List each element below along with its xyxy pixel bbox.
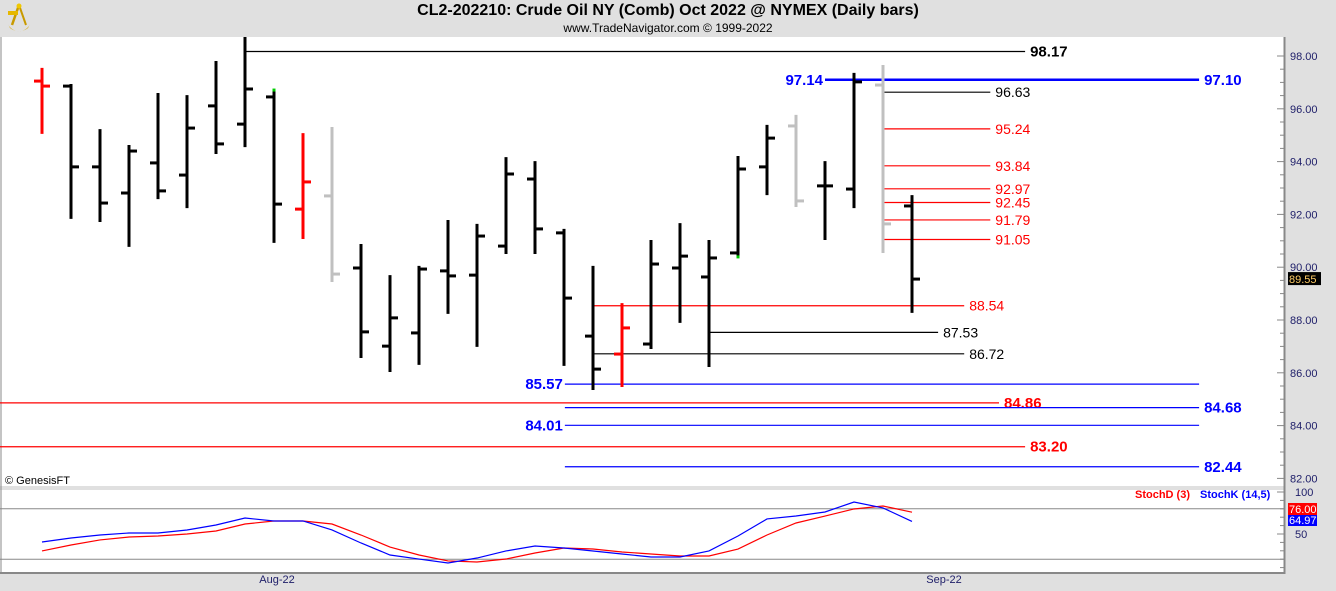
ohlc-bar: [440, 219, 456, 314]
level-label: 82.44: [1204, 459, 1242, 476]
ohlc-bar: [92, 129, 108, 223]
price-axis-label: 88.00: [1290, 315, 1318, 327]
level-label: 95.24: [995, 121, 1030, 137]
level-label: 96.63: [995, 84, 1030, 100]
sextant-logo-icon: [4, 2, 34, 37]
level-label: 92.97: [995, 181, 1030, 197]
ohlc-bar: [121, 144, 137, 247]
ohlc-bar: [875, 64, 891, 253]
ohlc-bar: [585, 265, 601, 390]
level-label: 86.72: [969, 346, 1004, 362]
stoch-axis-label: 100: [1295, 487, 1313, 499]
stoch-axis-label: 50: [1295, 529, 1307, 541]
chart-title: CL2-202210: Crude Oil NY (Comb) Oct 2022…: [417, 2, 919, 19]
level-label: 87.53: [943, 324, 978, 340]
level-label: 91.05: [995, 231, 1030, 247]
stochd-value-badge: [1288, 503, 1317, 515]
ohlc-bar: [353, 243, 369, 359]
ohlc-bar: [237, 36, 253, 148]
level-label: 98.17: [1030, 44, 1068, 61]
ohlc-bar: [759, 124, 775, 196]
stoch-line-red: [41, 505, 913, 563]
stochk-legend: StochK (14,5): [1200, 489, 1271, 501]
level-label: 97.10: [1204, 72, 1242, 89]
price-axis-label: 98.00: [1290, 51, 1318, 63]
ohlc-bar: [904, 195, 920, 313]
stochk-value: 64.97: [1289, 515, 1317, 527]
level-label: 84.01: [525, 417, 563, 434]
ohlc-bar: [179, 95, 195, 209]
ohlc-bar: [469, 223, 485, 347]
level-label: 97.14: [785, 72, 823, 89]
level-label: 92.45: [995, 195, 1030, 211]
ohlc-bar: [614, 303, 630, 388]
last-price-label: 89.55: [1289, 274, 1317, 286]
ohlc-bar: [382, 275, 398, 373]
stochd-value: 76.00: [1289, 504, 1317, 516]
price-axis-label: 96.00: [1290, 104, 1318, 116]
stoch-line-blue: [41, 501, 913, 564]
ohlc-bar: [788, 114, 804, 208]
price-axis-label: 94.00: [1290, 157, 1318, 169]
level-label: 85.57: [525, 376, 563, 393]
level-label: 93.84: [995, 158, 1030, 174]
signal-marker: [272, 88, 276, 92]
stochd-legend: StochD (3): [1135, 489, 1190, 501]
date-axis-label: Aug-22: [259, 574, 294, 586]
ohlc-bar: [556, 228, 572, 366]
ohlc-bar: [208, 61, 224, 154]
panel-separator: [0, 486, 1284, 490]
price-axis-label: 82.00: [1290, 473, 1318, 485]
ohlc-bar: [34, 67, 50, 134]
ohlc-bar: [643, 240, 659, 350]
ohlc-bar: [701, 240, 717, 367]
price-axis-label: 92.00: [1290, 209, 1318, 221]
price-axis-label: 86.00: [1290, 368, 1318, 380]
level-label: 84.86: [1004, 395, 1042, 412]
ohlc-bar: [817, 161, 833, 241]
level-label: 84.68: [1204, 400, 1242, 417]
ohlc-bar: [411, 265, 427, 365]
ohlc-bar: [150, 92, 166, 200]
ohlc-bar: [266, 88, 282, 243]
price-axis-label: 84.00: [1290, 421, 1318, 433]
stoch-panel: [0, 490, 1284, 573]
signal-marker: [736, 255, 740, 259]
ohlc-bar: [672, 223, 688, 323]
date-axis-label: Sep-22: [926, 574, 961, 586]
stochk-value-badge: [1288, 515, 1317, 526]
price-panel: [0, 37, 1284, 487]
chart-subtitle: www.TradeNavigator.com © 1999-2022: [563, 21, 773, 35]
copyright-label: © GenesisFT: [5, 475, 70, 487]
level-label: 83.20: [1030, 439, 1068, 456]
last-price-badge: [1288, 272, 1321, 286]
ohlc-bar: [846, 72, 862, 209]
ohlc-bar: [730, 156, 746, 259]
ohlc-bar: [63, 83, 79, 219]
ohlc-bar: [324, 127, 340, 282]
ohlc-bar: [295, 133, 311, 239]
ohlc-bar: [498, 157, 514, 254]
level-label: 91.79: [995, 212, 1030, 228]
level-label: 88.54: [969, 298, 1004, 314]
ohlc-bar: [527, 161, 543, 254]
price-axis-label: 90.00: [1290, 262, 1318, 274]
